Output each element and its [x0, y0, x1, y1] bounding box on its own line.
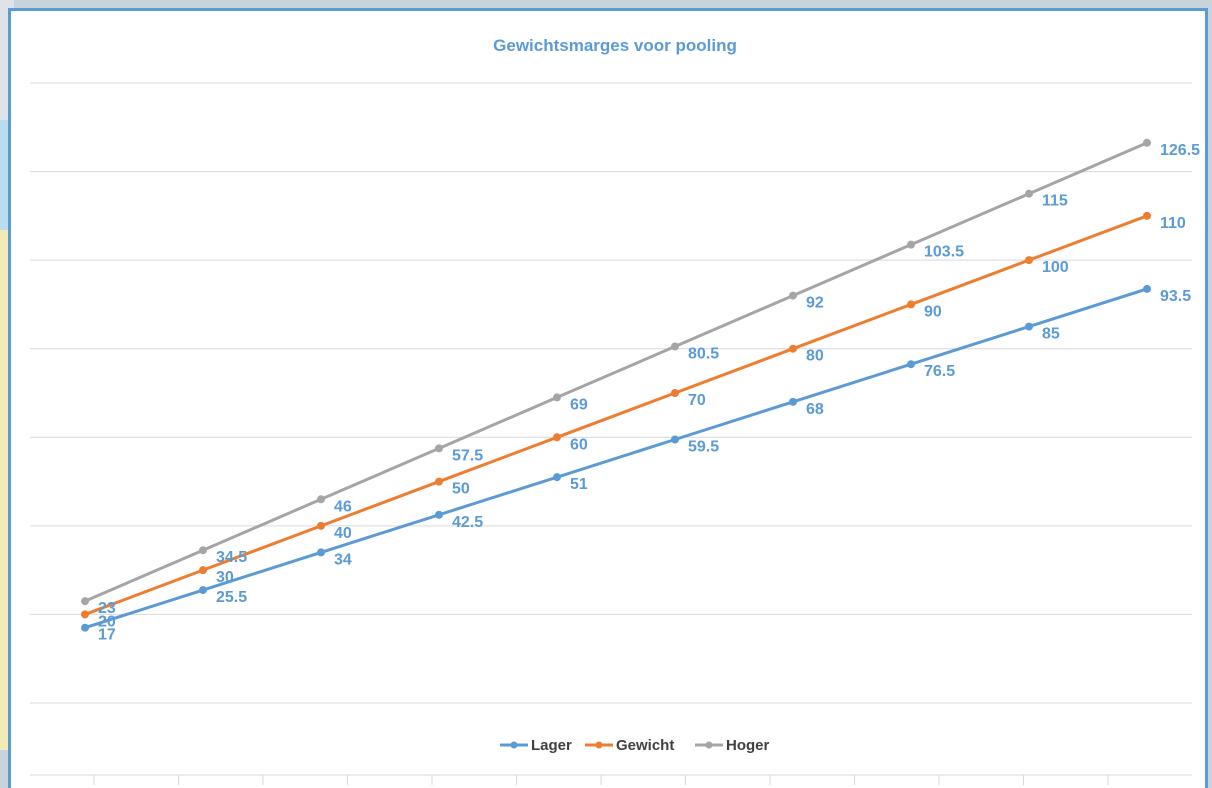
legend-label-gewicht[interactable]: Gewicht	[616, 737, 674, 754]
data-point-gewicht[interactable]	[317, 521, 325, 530]
data-point-gewicht[interactable]	[907, 300, 915, 309]
legend-marker-lager	[510, 741, 518, 749]
data-label-hoger: 126.5	[1160, 142, 1200, 159]
data-label-gewicht: 90	[924, 303, 942, 320]
data-point-hoger[interactable]	[435, 444, 443, 453]
data-label-hoger: 115	[1042, 193, 1068, 210]
legend-label-hoger[interactable]: Hoger	[726, 737, 770, 754]
legend: Lager Gewicht Hoger	[500, 737, 770, 754]
data-label-lager: 68	[806, 401, 824, 418]
legend-marker-hoger	[705, 741, 713, 749]
data-label-gewicht: 110	[1160, 215, 1186, 232]
data-point-gewicht[interactable]	[1143, 211, 1151, 220]
data-label-lager: 85	[1042, 326, 1060, 343]
data-point-hoger[interactable]	[907, 240, 915, 249]
legend-label-lager[interactable]: Lager	[531, 737, 572, 754]
data-label-hoger: 34.5	[216, 549, 247, 566]
data-point-hoger[interactable]	[671, 342, 679, 351]
data-point-gewicht[interactable]	[81, 610, 89, 619]
series-line-hoger[interactable]	[84, 141, 1148, 603]
data-point-lager[interactable]	[435, 510, 443, 519]
data-label-hoger: 23	[98, 600, 116, 617]
series-line-gewicht[interactable]	[84, 214, 1148, 616]
data-labels: 17 25.5 34 42.5 51 59.5 68 76.5 85 93.5 20 30 40 50 60…	[98, 142, 1200, 644]
series-line-lager[interactable]	[84, 287, 1148, 630]
data-point-lager[interactable]	[553, 473, 561, 482]
data-point-lager[interactable]	[671, 435, 679, 444]
chart-frame[interactable]	[8, 8, 1208, 788]
data-label-gewicht: 20	[98, 613, 116, 630]
data-point-gewicht[interactable]	[789, 344, 797, 353]
data-label-gewicht: 60	[570, 436, 588, 453]
data-label-hoger: 103.5	[924, 244, 964, 261]
data-point-gewicht[interactable]	[199, 566, 207, 575]
data-point-lager[interactable]	[907, 360, 915, 369]
data-point-hoger[interactable]	[199, 546, 207, 555]
data-point-lager[interactable]	[1143, 284, 1151, 293]
chart-title: Gewichtsmarges voor pooling	[493, 36, 737, 55]
data-point-gewicht[interactable]	[1025, 256, 1033, 265]
data-point-gewicht[interactable]	[435, 477, 443, 486]
data-label-lager: 59.5	[688, 438, 719, 455]
data-label-lager: 34	[334, 551, 352, 568]
data-label-lager: 42.5	[452, 514, 483, 531]
data-label-lager: 25.5	[216, 589, 247, 606]
data-label-gewicht: 50	[452, 481, 470, 498]
data-point-hoger[interactable]	[317, 495, 325, 504]
x-axis-ticks	[30, 774, 1192, 785]
data-label-lager: 76.5	[924, 363, 955, 380]
data-point-lager[interactable]	[317, 548, 325, 557]
data-point-hoger[interactable]	[1143, 138, 1151, 147]
data-point-hoger[interactable]	[81, 597, 89, 606]
data-label-gewicht: 30	[216, 569, 234, 586]
data-label-hoger: 92	[806, 295, 824, 312]
data-label-hoger: 46	[334, 498, 352, 515]
data-point-lager[interactable]	[789, 397, 797, 406]
data-point-gewicht[interactable]	[671, 388, 679, 397]
data-label-gewicht: 100	[1042, 259, 1069, 276]
gridlines	[30, 82, 1192, 704]
data-point-hoger[interactable]	[1025, 189, 1033, 198]
data-label-lager: 51	[570, 476, 588, 493]
data-point-hoger[interactable]	[789, 291, 797, 300]
legend-marker-gewicht	[595, 741, 603, 749]
data-point-lager[interactable]	[1025, 322, 1033, 331]
data-point-gewicht[interactable]	[553, 433, 561, 442]
data-label-gewicht: 40	[334, 525, 352, 542]
data-label-lager: 17	[98, 627, 116, 644]
data-label-hoger: 80.5	[688, 345, 719, 362]
data-point-lager[interactable]	[199, 586, 207, 595]
data-point-lager[interactable]	[81, 623, 89, 632]
data-label-gewicht: 70	[688, 392, 706, 409]
data-label-hoger: 69	[570, 396, 588, 413]
series-layer	[81, 138, 1151, 632]
data-label-hoger: 57.5	[452, 447, 483, 464]
data-label-gewicht: 80	[806, 348, 824, 365]
data-point-hoger[interactable]	[553, 393, 561, 402]
data-label-lager: 93.5	[1160, 288, 1191, 305]
